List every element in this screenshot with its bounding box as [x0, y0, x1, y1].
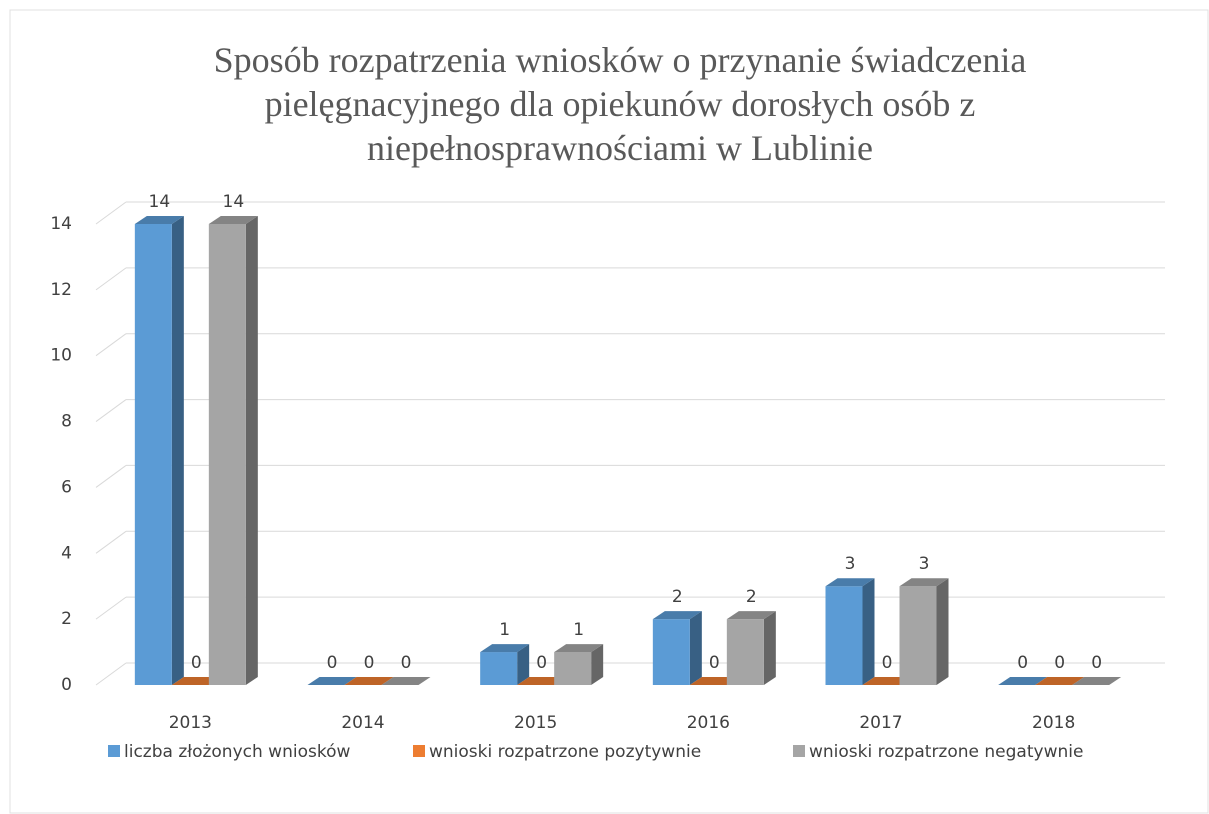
bar: [134, 224, 172, 685]
data-label: 0: [1054, 653, 1065, 673]
bar-side: [245, 216, 258, 685]
grid-line: [95, 662, 127, 686]
grid-line: [95, 267, 127, 291]
data-label: 0: [191, 653, 202, 673]
data-label: 0: [709, 653, 720, 673]
bar: [480, 652, 518, 685]
bar-top: [307, 677, 357, 685]
data-label: 0: [327, 653, 338, 673]
bar-top: [554, 644, 604, 653]
bar-top: [208, 216, 258, 224]
x-tick-label: 2016: [687, 713, 730, 733]
y-tick-label: 8: [61, 412, 72, 432]
bar-top: [517, 677, 567, 685]
bar-top: [381, 677, 431, 685]
bar-top: [171, 677, 221, 685]
bar-top: [134, 216, 184, 224]
y-tick-label: 2: [61, 609, 72, 629]
y-tick-label: 6: [61, 477, 72, 497]
bar-top: [825, 578, 875, 587]
y-tick-label: 10: [50, 346, 72, 366]
bar-side: [591, 644, 604, 685]
legend-swatch: [413, 745, 425, 757]
bar-side: [517, 644, 530, 685]
bar: [899, 586, 937, 685]
bar-side: [862, 578, 875, 685]
data-label: 3: [845, 554, 856, 574]
bar-top: [1072, 677, 1122, 685]
bar-side: [763, 611, 776, 685]
bar-top: [344, 677, 394, 685]
y-tick-label: 14: [50, 214, 72, 234]
x-tick-label: 2013: [169, 713, 212, 733]
y-tick-label: 4: [61, 543, 72, 563]
data-label: 0: [1017, 653, 1028, 673]
data-label: 0: [882, 653, 893, 673]
bar-top: [689, 677, 739, 685]
data-label: 0: [401, 653, 412, 673]
data-label: 0: [536, 653, 547, 673]
grid-line: [95, 333, 127, 357]
data-label: 0: [364, 653, 375, 673]
bar-top: [652, 611, 702, 620]
x-tick-label: 2015: [514, 713, 557, 733]
bar-side: [689, 611, 702, 685]
data-label: 0: [1091, 653, 1102, 673]
x-tick-label: 2014: [341, 713, 384, 733]
data-label: 1: [499, 620, 510, 640]
bar-top: [480, 644, 530, 653]
grid-line: [95, 530, 127, 554]
x-tick-label: 2017: [859, 713, 902, 733]
chart-frame: [9, 9, 1209, 814]
bar-side: [171, 216, 184, 685]
grid-line: [95, 596, 127, 620]
data-label: 3: [919, 554, 930, 574]
bar: [208, 224, 246, 685]
y-tick-label: 12: [50, 280, 72, 300]
bar: [554, 652, 592, 685]
bar-top: [862, 677, 912, 685]
legend-swatch: [108, 745, 120, 757]
bar-top: [899, 578, 949, 587]
grid-line: [95, 399, 127, 422]
bar: [825, 586, 863, 685]
bar-top: [726, 611, 776, 620]
bar-top: [1035, 677, 1085, 685]
data-label: 14: [149, 192, 171, 212]
x-tick-label: 2018: [1032, 713, 1075, 733]
bar-side: [936, 578, 949, 685]
bar: [652, 619, 690, 685]
bar-top: [998, 677, 1048, 685]
data-label: 2: [672, 587, 683, 607]
legend-label: wnioski rozpatrzone pozytywnie: [429, 742, 701, 762]
legend-label: liczba złożonych wniosków: [124, 742, 350, 762]
data-label: 2: [746, 587, 757, 607]
chart-title: Sposób rozpatrzenia wniosków o przynanie…: [213, 40, 1027, 168]
data-label: 1: [573, 620, 584, 640]
bar: [726, 619, 764, 685]
grid-line: [95, 465, 127, 488]
data-label: 14: [223, 192, 245, 212]
legend-label: wnioski rozpatrzone negatywnie: [809, 742, 1083, 762]
legend-swatch: [793, 745, 805, 757]
y-tick-label: 0: [61, 675, 72, 695]
grid-line: [95, 201, 127, 225]
